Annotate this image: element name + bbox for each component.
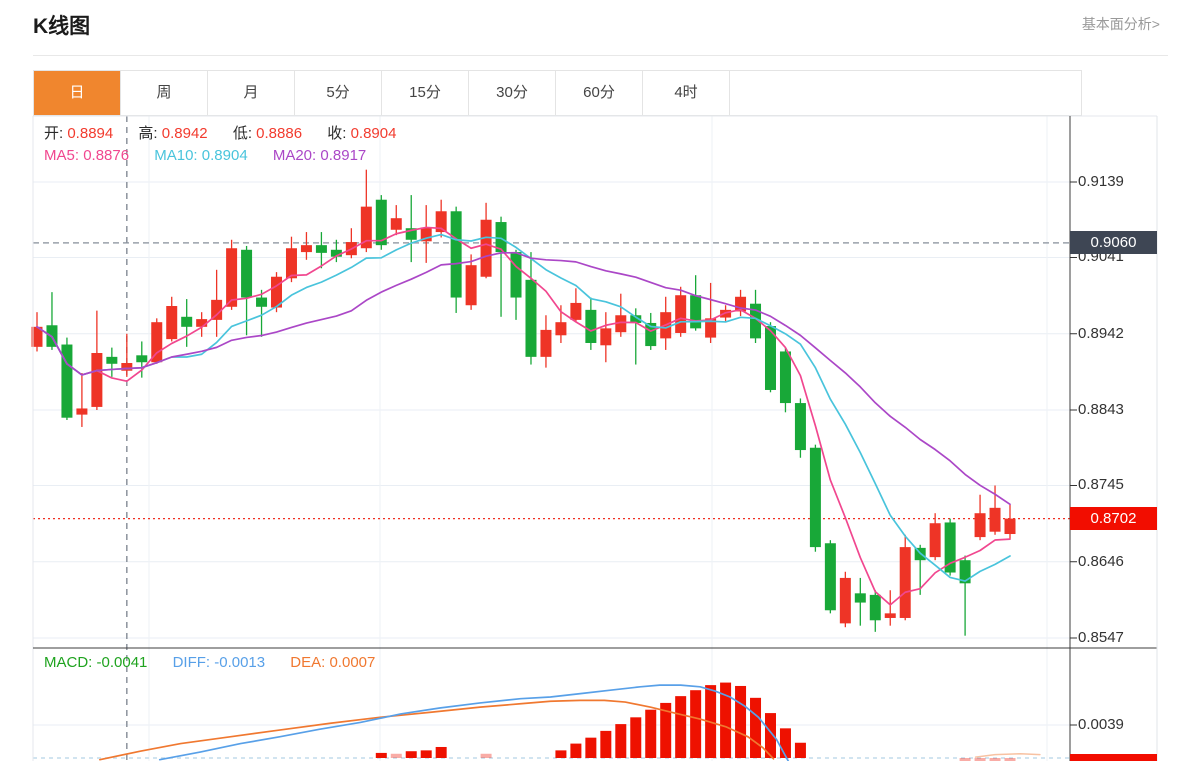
- low-value: 低: 0.8886: [232, 125, 303, 142]
- last-price-badge: 0.8702: [1070, 507, 1157, 531]
- tab-15分[interactable]: 15分: [382, 71, 469, 115]
- tab-周[interactable]: 周: [121, 71, 208, 115]
- y-tick-0.8745: 0.8745: [1078, 476, 1124, 494]
- tab-5分[interactable]: 5分: [295, 71, 382, 115]
- ma10-value: MA10: 0.8904: [154, 147, 248, 164]
- tab-30分[interactable]: 30分: [469, 71, 556, 115]
- y-tick-0.8843: 0.8843: [1078, 400, 1124, 418]
- period-tabbar: 日周月 5分 15分 30分 60分 4时: [33, 70, 1082, 116]
- tab-4时[interactable]: 4时: [643, 71, 730, 115]
- ref-price-badge: 0.9060: [1070, 231, 1157, 255]
- y-tick-0.8942: 0.8942: [1078, 324, 1124, 342]
- page-title: K线图: [33, 15, 91, 38]
- ma20-value: MA20: 0.8917: [272, 147, 367, 164]
- dea-value: DEA: 0.0007: [290, 654, 376, 671]
- macd-price-badge-clipped: [1070, 754, 1157, 761]
- y-tick-0.8547: 0.8547: [1078, 628, 1124, 646]
- title-divider: [33, 55, 1168, 56]
- ma-legend: MA5: 0.8876 MA10: 0.8904 MA20: 0.8917: [44, 147, 387, 164]
- tab-60分[interactable]: 60分: [556, 71, 643, 115]
- macd-legend: MACD: -0.0041 DIFF: -0.0013 DEA: 0.0007: [44, 654, 396, 671]
- macd-value: MACD: -0.0041: [44, 654, 148, 671]
- y-tick-0.9139: 0.9139: [1078, 173, 1124, 190]
- diff-value: DIFF: -0.0013: [172, 654, 266, 671]
- y-tick-0.8646: 0.8646: [1078, 552, 1124, 570]
- fundamental-analysis-link[interactable]: 基本面分析>: [1081, 16, 1160, 32]
- macd-tick-0.0039: 0.0039: [1078, 716, 1124, 733]
- ohlc-legend: 开: 0.8894 高: 0.8942 低: 0.8886 收: 0.8904: [44, 122, 417, 143]
- ma5-value: MA5: 0.8876: [44, 147, 130, 164]
- open-value: 开: 0.8894: [44, 125, 114, 142]
- high-value: 高: 0.8942: [138, 125, 208, 142]
- tab-月[interactable]: 月: [208, 71, 295, 115]
- close-value: 收: 0.8904: [327, 125, 397, 142]
- tab-日[interactable]: 日: [34, 71, 121, 115]
